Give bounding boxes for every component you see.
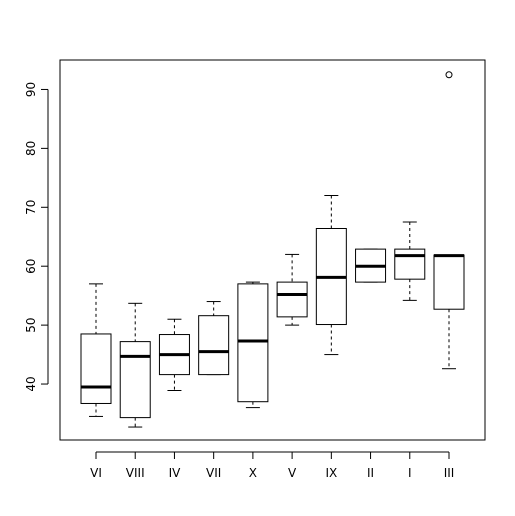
x-tick-label-II: II [367, 466, 374, 480]
x-tick-label-III: III [444, 466, 455, 480]
y-tick-label-50: 50 [24, 317, 38, 332]
x-tick-label-I: I [408, 466, 412, 480]
x-tick-label-VII: VII [206, 466, 221, 480]
box-VII [198, 315, 230, 376]
box-V [276, 281, 308, 318]
x-tick-label-V: V [288, 466, 297, 480]
outlier-III-0 [445, 71, 453, 79]
box-III [433, 254, 465, 310]
box-VIII [119, 341, 151, 419]
x-tick-label-IX: IX [325, 466, 337, 480]
box-X [237, 283, 269, 403]
box-VI [80, 333, 112, 404]
box-I [394, 248, 426, 280]
y-tick-label-80: 80 [24, 141, 38, 156]
plot-frame [59, 59, 486, 441]
x-tick-label-X: X [249, 466, 257, 480]
y-tick-label-70: 70 [24, 200, 38, 215]
y-tick-label-90: 90 [24, 82, 38, 97]
y-tick-label-40: 40 [24, 376, 38, 391]
x-tick-label-VIII: VIII [126, 466, 145, 480]
x-tick-label-IV: IV [169, 466, 182, 480]
x-tick-label-VI: VI [90, 466, 102, 480]
y-tick-label-60: 60 [24, 259, 38, 274]
